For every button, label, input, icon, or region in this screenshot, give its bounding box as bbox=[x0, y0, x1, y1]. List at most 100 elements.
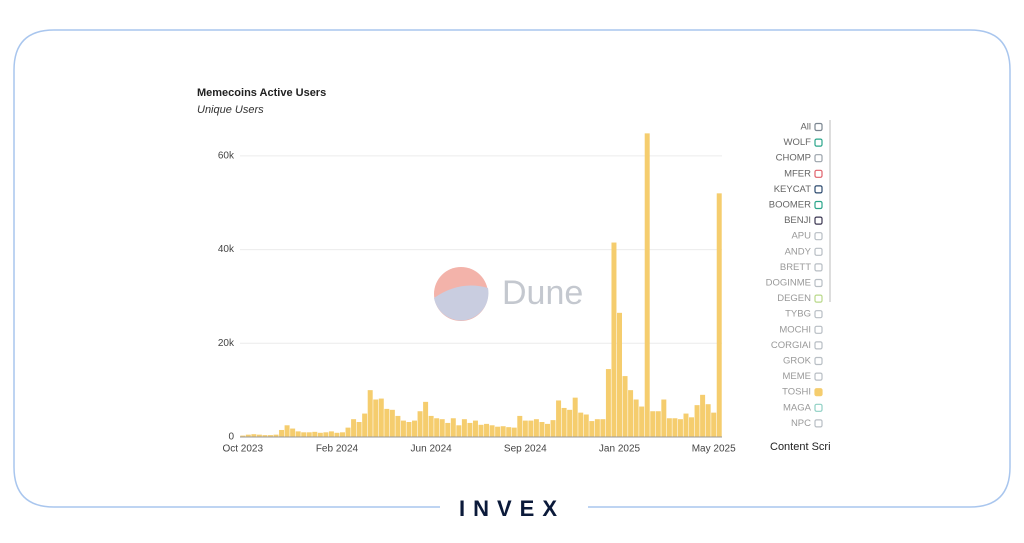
bar bbox=[240, 435, 246, 437]
y-tick-label: 40k bbox=[218, 244, 235, 255]
bar bbox=[284, 425, 290, 437]
bar bbox=[611, 242, 617, 437]
bar bbox=[295, 431, 301, 437]
legend-label[interactable]: MFER bbox=[784, 168, 811, 179]
bar bbox=[484, 423, 490, 437]
legend-swatch[interactable] bbox=[814, 169, 823, 178]
bar bbox=[533, 419, 539, 437]
bar bbox=[478, 424, 484, 437]
bar bbox=[639, 406, 645, 437]
bar bbox=[362, 413, 368, 437]
legend-swatch[interactable] bbox=[814, 325, 823, 334]
bar bbox=[351, 419, 357, 437]
bar bbox=[428, 415, 434, 437]
x-tick-label: Feb 2024 bbox=[316, 444, 359, 455]
bar bbox=[544, 423, 550, 437]
legend-label[interactable]: All bbox=[800, 122, 811, 133]
bar bbox=[633, 399, 639, 437]
legend-swatch[interactable] bbox=[814, 200, 823, 210]
bar bbox=[450, 418, 456, 437]
legend-label[interactable]: CHOMP bbox=[776, 153, 811, 164]
bar bbox=[489, 425, 495, 437]
legend-label[interactable]: DOGINME bbox=[766, 278, 811, 289]
x-tick-label: Sep 2024 bbox=[504, 444, 547, 455]
bar bbox=[439, 419, 445, 437]
bar bbox=[384, 408, 390, 437]
legend-swatch[interactable] bbox=[814, 372, 823, 381]
bar bbox=[312, 431, 318, 437]
bar bbox=[583, 414, 589, 437]
bar bbox=[694, 405, 700, 437]
legend-swatch[interactable] bbox=[814, 216, 823, 225]
watermark-logo-part bbox=[434, 285, 489, 321]
bar bbox=[561, 407, 567, 437]
legend-swatch[interactable] bbox=[814, 419, 823, 428]
legend-label[interactable]: MAGA bbox=[783, 402, 812, 413]
legend-swatch[interactable] bbox=[814, 278, 823, 288]
bar bbox=[700, 394, 706, 437]
legend-label[interactable]: ANDY bbox=[785, 246, 812, 257]
bar bbox=[412, 420, 418, 437]
bar bbox=[423, 401, 429, 437]
legend-swatch[interactable] bbox=[814, 263, 823, 272]
y-tick-label: 20k bbox=[218, 338, 235, 349]
bar bbox=[317, 432, 323, 437]
legend-swatch[interactable] bbox=[814, 154, 823, 163]
bar bbox=[655, 411, 661, 437]
bar bbox=[301, 432, 307, 437]
brand-logo: INVEX bbox=[459, 496, 565, 521]
legend-swatch[interactable] bbox=[814, 185, 823, 194]
x-tick-label: Oct 2023 bbox=[222, 444, 263, 455]
legend-label[interactable]: CORGIAI bbox=[771, 340, 811, 351]
watermark-text: Dune bbox=[502, 274, 583, 312]
legend-label[interactable]: BOOMER bbox=[769, 200, 811, 211]
bar bbox=[245, 434, 251, 437]
legend-swatch[interactable] bbox=[814, 310, 823, 319]
x-tick-label: May 2025 bbox=[692, 444, 736, 455]
bar bbox=[290, 428, 296, 437]
legend-swatch[interactable] bbox=[814, 356, 823, 366]
legend-label[interactable]: MEME bbox=[783, 371, 812, 382]
legend-swatch[interactable] bbox=[814, 232, 823, 241]
chart-title: Memecoins Active Users bbox=[197, 87, 326, 99]
frame bbox=[13, 29, 1011, 508]
bar bbox=[251, 434, 257, 437]
legend-swatch[interactable] bbox=[814, 388, 823, 397]
legend-swatch[interactable] bbox=[814, 403, 823, 412]
legend-label[interactable]: BRETT bbox=[780, 262, 811, 273]
bar bbox=[461, 419, 467, 437]
legend-label[interactable]: NPC bbox=[791, 418, 811, 429]
legend-label[interactable]: BENJI bbox=[784, 215, 811, 226]
legend-label[interactable]: KEYCAT bbox=[774, 184, 812, 195]
legend-label[interactable]: DEGEN bbox=[777, 293, 811, 304]
bar bbox=[711, 412, 717, 437]
bar bbox=[716, 193, 722, 437]
bar bbox=[672, 418, 678, 437]
bar bbox=[666, 418, 672, 437]
legend-label[interactable]: GROK bbox=[783, 356, 812, 367]
legend-swatch[interactable] bbox=[814, 122, 823, 132]
legend-label[interactable]: APU bbox=[791, 231, 811, 242]
legend-label[interactable]: WOLF bbox=[784, 137, 812, 148]
bar bbox=[345, 427, 351, 437]
legend-swatch[interactable] bbox=[814, 341, 823, 350]
legend-swatch[interactable] bbox=[814, 294, 823, 303]
legend-label[interactable]: MOCHI bbox=[779, 324, 811, 335]
bar bbox=[572, 397, 578, 437]
bar bbox=[323, 432, 329, 437]
legend-label[interactable]: TOSHI bbox=[782, 387, 811, 398]
bar bbox=[389, 409, 395, 437]
bar bbox=[328, 431, 334, 437]
bar bbox=[594, 419, 600, 437]
bar bbox=[661, 399, 667, 437]
bar bbox=[628, 390, 634, 437]
bar bbox=[467, 422, 473, 437]
legend-swatch[interactable] bbox=[814, 247, 823, 256]
legend-swatch[interactable] bbox=[814, 138, 823, 147]
legend-label[interactable]: TYBG bbox=[785, 309, 811, 320]
bar bbox=[622, 376, 628, 437]
bar bbox=[373, 399, 379, 437]
bar bbox=[528, 420, 534, 437]
bar bbox=[539, 422, 545, 437]
bar bbox=[650, 411, 656, 437]
